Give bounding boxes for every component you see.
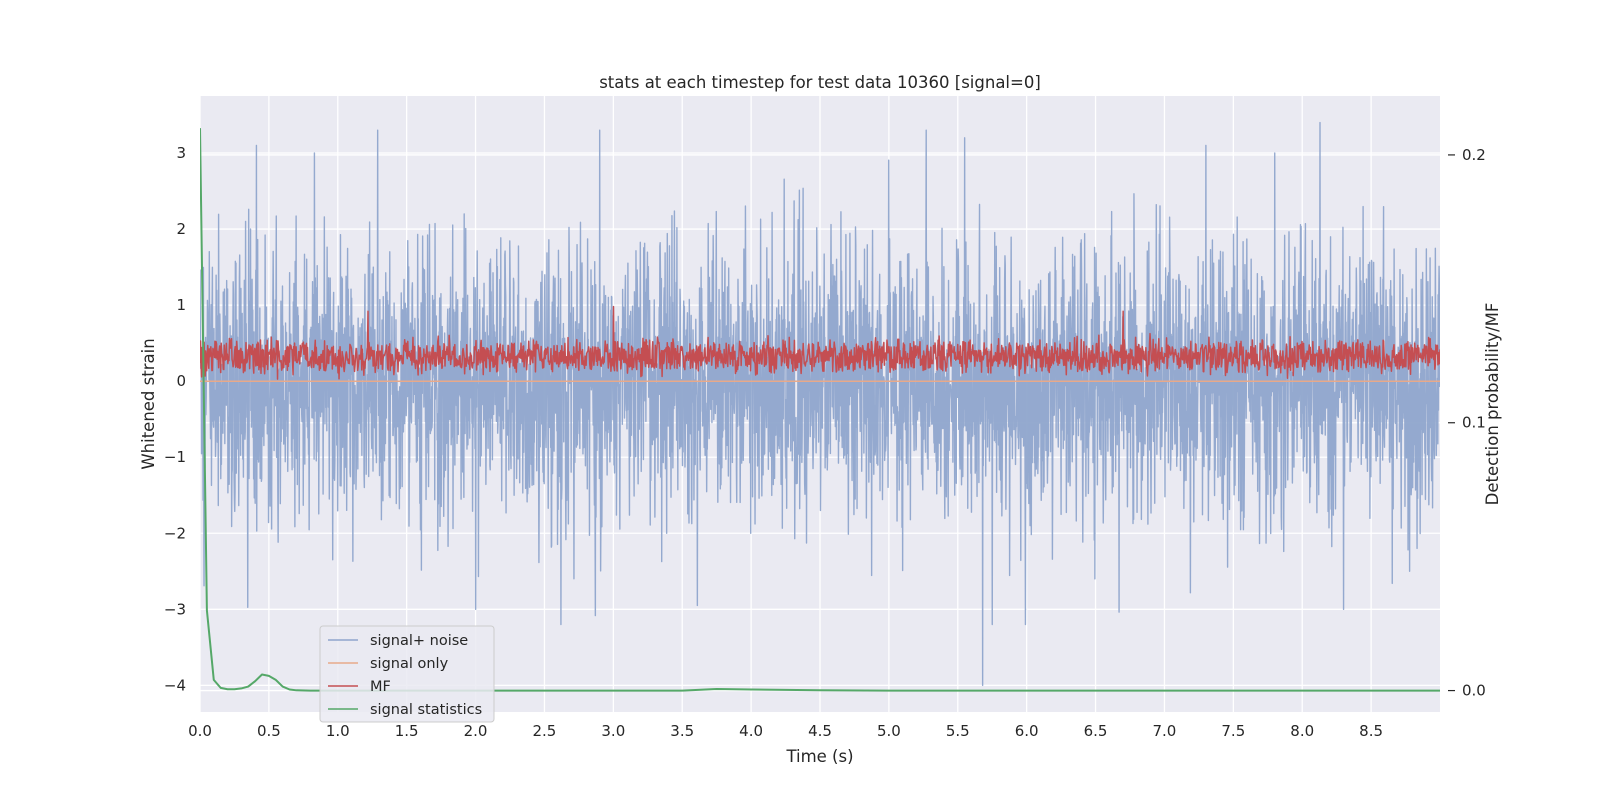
series-mf-line	[200, 305, 1440, 380]
legend: signal+ noise signal only MF signal stat…	[319, 625, 495, 723]
y-tick-label: −4	[164, 676, 186, 694]
y-tick-label: −1	[164, 448, 186, 466]
legend-label-signal-noise: signal+ noise	[370, 633, 468, 649]
x-tick-label: 7.0	[1153, 722, 1177, 740]
x-tick-label: 8.5	[1359, 722, 1383, 740]
y-tick-label: 1	[176, 296, 186, 314]
legend-label-mf: MF	[370, 679, 391, 695]
legend-label-signal-only: signal only	[370, 656, 449, 672]
x-tick-label: 3.5	[670, 722, 694, 740]
y-axis-label: Whitened strain	[139, 338, 158, 469]
y-tick-label: 2	[176, 220, 186, 238]
y2-axis-label: Detection probability/MF	[1483, 303, 1502, 506]
x-tick-label: 8.0	[1290, 722, 1314, 740]
x-tick-label: 1.5	[395, 722, 419, 740]
legend-label-signal-statistics: signal statistics	[370, 702, 482, 718]
x-tick-label: 7.5	[1221, 722, 1245, 740]
x-tick-label: 3.0	[601, 722, 625, 740]
y2-tick-label: 0.0	[1462, 682, 1486, 700]
y2-tick-label: 0.1	[1462, 414, 1486, 432]
x-tick-label: 6.0	[1015, 722, 1039, 740]
x-tick-label: 6.5	[1084, 722, 1108, 740]
x-tick-label: 0.0	[188, 722, 212, 740]
x-tick-label: 0.5	[257, 722, 281, 740]
legend-frame	[319, 625, 495, 723]
series-layer	[200, 121, 1440, 692]
series-signal-statistics-line	[200, 128, 1440, 692]
y2-tick-label: 0.2	[1462, 146, 1486, 164]
x-tick-label: 1.0	[326, 722, 350, 740]
x-tick-label: 2.0	[464, 722, 488, 740]
x-tick-label: 2.5	[533, 722, 557, 740]
x-tick-label: 4.5	[808, 722, 832, 740]
x-tick-label: 4.0	[739, 722, 763, 740]
axis-ticks: 0.0 0.5 1.0 1.5 2.0 2.5 3.0 3.5 4.0 4.5 5.0 5.5 6.0 6…	[164, 144, 1486, 740]
x-tick-label: 5.5	[946, 722, 970, 740]
y-tick-label: 0	[176, 372, 186, 390]
y-tick-label: 3	[176, 144, 186, 162]
y-tick-label: −2	[164, 524, 186, 542]
y-tick-label: −3	[164, 600, 186, 618]
x-tick-label: 5.0	[877, 722, 901, 740]
chart-title: stats at each timestep for test data 103…	[599, 73, 1041, 92]
x-axis-label: Time (s)	[785, 747, 853, 766]
